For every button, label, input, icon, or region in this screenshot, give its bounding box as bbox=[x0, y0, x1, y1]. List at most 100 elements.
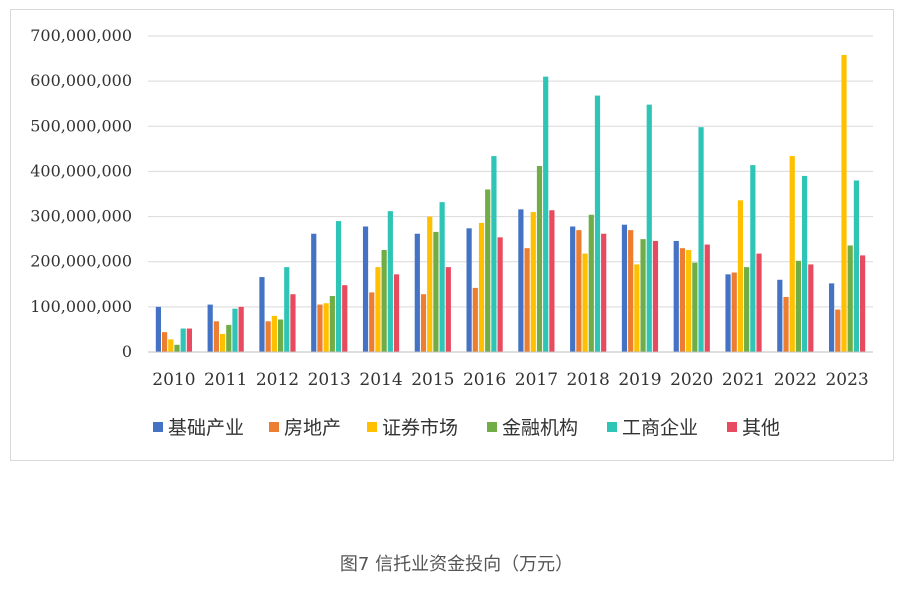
bar bbox=[518, 209, 524, 352]
bar bbox=[439, 202, 445, 352]
bar bbox=[530, 212, 536, 352]
bar bbox=[427, 216, 433, 352]
bar bbox=[789, 156, 795, 352]
bar bbox=[329, 296, 335, 352]
legend-swatch bbox=[153, 422, 163, 432]
bar bbox=[491, 156, 497, 352]
bar bbox=[750, 165, 756, 352]
bar bbox=[594, 95, 601, 352]
bar bbox=[860, 255, 866, 352]
bar bbox=[783, 296, 789, 352]
bar bbox=[731, 272, 737, 352]
bar-chart: 0 100,000,000 200,000,000 300,000,000 400,00… bbox=[30, 26, 873, 439]
legend-label: 房地产 bbox=[284, 417, 341, 439]
bar bbox=[576, 230, 582, 352]
y-tick-label: 500,000,000 bbox=[30, 116, 132, 135]
y-axis-tick-labels: 0 100,000,000 200,000,000 300,000,000 400,00… bbox=[30, 26, 132, 361]
x-tick-label: 2010 bbox=[152, 370, 195, 390]
bar bbox=[207, 304, 213, 352]
legend-swatch bbox=[607, 422, 617, 432]
x-tick-label: 2021 bbox=[722, 370, 765, 390]
y-tick-label: 200,000,000 bbox=[30, 252, 132, 271]
bar bbox=[290, 294, 296, 352]
legend-label: 证券市场 bbox=[382, 417, 458, 439]
legend-swatch bbox=[487, 422, 497, 432]
bar bbox=[588, 214, 594, 352]
bar bbox=[795, 260, 802, 352]
bar bbox=[698, 127, 704, 352]
x-tick-label: 2020 bbox=[670, 370, 713, 390]
bar bbox=[393, 274, 400, 352]
bar bbox=[652, 240, 659, 352]
bar bbox=[466, 228, 472, 352]
legend-label: 工商企业 bbox=[622, 417, 698, 439]
legend-swatch bbox=[367, 422, 377, 432]
bar bbox=[226, 324, 232, 352]
bar bbox=[777, 279, 783, 352]
bar bbox=[744, 267, 750, 352]
bar bbox=[536, 166, 543, 352]
bar bbox=[472, 287, 478, 352]
bar bbox=[725, 274, 731, 352]
x-tick-label: 2014 bbox=[359, 370, 402, 390]
y-tick-label: 300,000,000 bbox=[30, 207, 132, 226]
bar bbox=[284, 267, 290, 352]
x-tick-label: 2012 bbox=[256, 370, 299, 390]
bar bbox=[186, 328, 192, 352]
bar bbox=[420, 294, 427, 352]
y-tick-label: 0 bbox=[122, 342, 132, 361]
chart-frame: 0 100,000,000 200,000,000 300,000,000 400,00… bbox=[10, 9, 894, 461]
bar bbox=[628, 230, 634, 352]
bar bbox=[853, 180, 860, 352]
bar bbox=[271, 315, 277, 352]
bar bbox=[497, 237, 503, 352]
bar bbox=[640, 239, 646, 352]
bar bbox=[161, 332, 168, 352]
bar bbox=[311, 233, 317, 352]
x-tick-label: 2023 bbox=[825, 370, 868, 390]
legend-label: 其他 bbox=[742, 417, 780, 439]
bar bbox=[168, 339, 174, 352]
bar bbox=[549, 210, 555, 352]
bar bbox=[847, 245, 853, 352]
bar bbox=[369, 292, 375, 352]
x-tick-label: 2022 bbox=[774, 370, 817, 390]
legend-swatch bbox=[269, 422, 279, 432]
bar bbox=[673, 240, 679, 352]
y-tick-label: 700,000,000 bbox=[30, 26, 132, 45]
bar bbox=[808, 264, 814, 352]
bar bbox=[686, 249, 692, 352]
x-tick-label: 2013 bbox=[308, 370, 351, 390]
bar bbox=[323, 303, 329, 352]
legend-label: 基础产业 bbox=[168, 417, 244, 439]
bar bbox=[265, 321, 271, 352]
y-tick-label: 100,000,000 bbox=[30, 297, 132, 316]
x-tick-label: 2017 bbox=[515, 370, 558, 390]
x-tick-label: 2011 bbox=[204, 370, 247, 390]
bar bbox=[646, 104, 652, 353]
bar bbox=[155, 306, 161, 352]
bar bbox=[829, 283, 835, 352]
bar bbox=[802, 175, 808, 352]
bar bbox=[543, 76, 549, 352]
bar bbox=[213, 321, 219, 352]
y-tick-label: 600,000,000 bbox=[30, 71, 132, 90]
bar bbox=[601, 233, 607, 352]
bar bbox=[414, 233, 420, 352]
bar bbox=[174, 344, 180, 352]
x-tick-label: 2015 bbox=[411, 370, 454, 390]
bar bbox=[692, 262, 698, 352]
bar bbox=[679, 248, 686, 352]
bar bbox=[433, 231, 439, 352]
bar bbox=[841, 54, 847, 353]
bar bbox=[375, 267, 381, 352]
bar bbox=[342, 285, 348, 352]
bar bbox=[737, 200, 744, 352]
bar bbox=[582, 253, 588, 352]
bar bbox=[232, 308, 238, 352]
bar bbox=[317, 304, 323, 352]
gridlines bbox=[148, 35, 873, 308]
bar bbox=[387, 211, 393, 352]
bar bbox=[445, 267, 451, 352]
figure-caption: 图7 信托业资金投向（万元） bbox=[339, 554, 574, 575]
